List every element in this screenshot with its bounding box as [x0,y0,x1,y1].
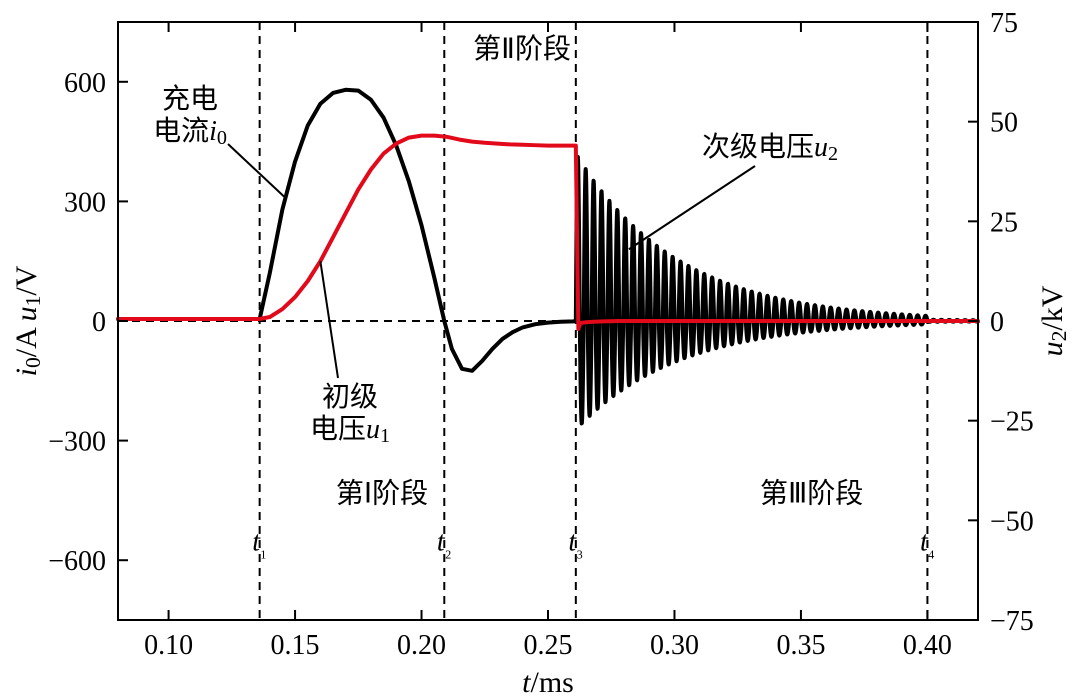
yltick-label: 0 [92,307,106,338]
yrtick-label: −75 [990,606,1034,637]
yltick-label: −600 [48,546,106,577]
xtick-label: 0.35 [776,630,825,661]
annot-i0-line2: 电流i0 [153,115,227,149]
stage1-label: 第Ⅰ阶段 [336,478,428,510]
annot-u1-line1: 初级 [322,381,378,413]
x-axis-label: t/ms [522,666,574,699]
yrtick-label: 50 [990,108,1018,139]
xtick-label: 0.20 [397,630,446,661]
yrtick-label: 25 [990,207,1018,238]
xtick-label: 0.30 [650,630,699,661]
annot-u2: 次级电压u2 [702,131,838,165]
xtick-label: 0.15 [271,630,320,661]
yrtick-label: −50 [990,506,1034,537]
y-right-label: u2/kV [1036,285,1071,356]
yltick-label: −300 [48,427,106,458]
annot-i0-line1: 充电 [162,83,218,115]
xtick-label: 0.40 [903,630,952,661]
stage3-label: 第Ⅲ阶段 [760,478,863,510]
yrtick-label: 0 [990,307,1004,338]
yltick-label: 300 [64,187,106,218]
stage2-label: 第Ⅱ阶段 [473,33,571,65]
xtick-label: 0.25 [524,630,573,661]
yltick-label: 600 [64,68,106,99]
yrtick-label: −25 [990,407,1034,438]
yrtick-label: 75 [990,8,1018,39]
annot-u1-line2: 电压u1 [310,413,390,447]
xtick-label: 0.10 [144,630,193,661]
